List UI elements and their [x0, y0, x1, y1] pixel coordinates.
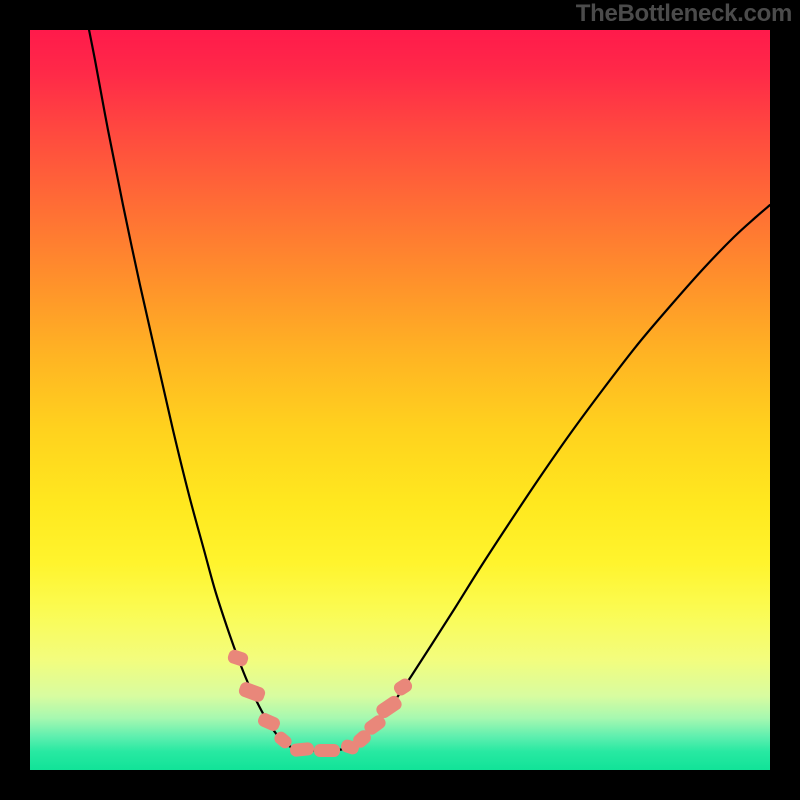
curve-marker: [314, 744, 340, 757]
watermark-text: TheBottleneck.com: [576, 0, 792, 28]
bottleneck-chart: [0, 0, 800, 800]
gradient-background: [30, 30, 770, 770]
